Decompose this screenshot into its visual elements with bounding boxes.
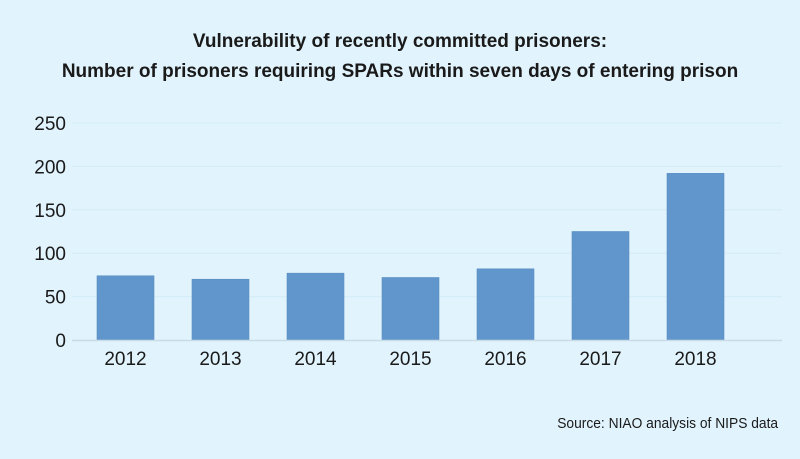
x-tick-label: 2014 [294,349,337,370]
bar-2012 [96,275,155,341]
y-tick-label: 0 [55,331,66,352]
bar-2014 [286,272,345,341]
bar-2017 [571,231,630,341]
x-tick-label: 2016 [484,349,526,370]
bar-2016 [476,268,535,341]
y-tick-label: 150 [34,201,66,222]
x-tick-label: 2018 [674,349,716,370]
y-tick-label: 50 [45,288,66,309]
x-tick-label: 2013 [199,349,241,370]
bar-2013 [191,278,250,341]
chart-subtitle: Number of prisoners requiring SPARs with… [61,61,739,82]
chart-title: Vulnerability of recently committed pris… [0,27,800,87]
y-tick-label: 200 [34,157,66,178]
x-tick-label: 2017 [579,349,621,370]
y-tick-label: 100 [34,244,66,265]
bar-2015 [381,277,440,341]
x-axis-tick-labels: 2012 2013 2014 2015 2016 2017 2018 [104,349,716,370]
source-note: Source: NIAO analysis of NIPS data [557,415,778,432]
y-tick-label: 250 [34,114,66,135]
bar-2018 [666,173,725,341]
x-tick-label: 2015 [389,349,431,370]
y-axis-tick-labels: 0 50 100 150 200 250 [34,114,66,352]
chart-title-line1: Vulnerability of recently committed pris… [192,31,608,52]
bars [96,173,725,341]
x-tick-label: 2012 [104,349,146,370]
